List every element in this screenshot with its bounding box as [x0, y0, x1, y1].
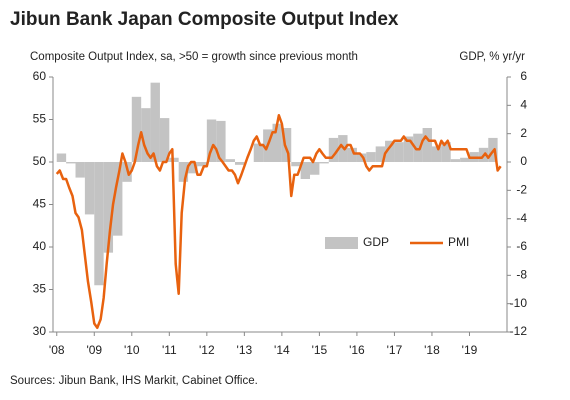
y2-tick-label: -4	[516, 211, 527, 225]
x-tick-label: '14	[274, 343, 290, 357]
y2-tick-label: -12	[510, 324, 528, 338]
gdp-bar	[234, 162, 245, 165]
gdp-bar	[366, 152, 376, 162]
y2-tick-label: 4	[520, 98, 527, 112]
gdp-bar	[291, 162, 301, 167]
y2-tick-label: -6	[516, 239, 527, 253]
x-tick-label: '13	[237, 343, 253, 357]
y-tick-label: 35	[33, 282, 47, 296]
gdp-bar	[328, 137, 339, 162]
x-tick-label: '17	[387, 343, 403, 357]
gdp-bar	[75, 162, 85, 178]
y-tick-label: 30	[33, 324, 47, 338]
x-tick-label: '16	[349, 343, 365, 357]
gdp-bar	[66, 162, 76, 164]
gdp-bar	[431, 146, 442, 162]
gdp-bar	[385, 140, 395, 162]
x-tick-label: '08	[49, 343, 65, 357]
gdp-bar	[94, 162, 104, 286]
gdp-bar	[403, 136, 414, 162]
source-note: Sources: Jibun Bank, IHS Markit, Cabinet…	[10, 375, 258, 387]
gdp-bar	[272, 123, 282, 162]
x-tick-label: '10	[124, 343, 140, 357]
legend-label: PMI	[448, 235, 469, 249]
y2-tick-label: 0	[520, 154, 527, 168]
y2-tick-label: 6	[520, 69, 527, 83]
y2-axis-label: GDP, % yr/yr	[459, 51, 525, 63]
gdp-bar	[450, 159, 461, 162]
y-tick-label: 40	[33, 239, 47, 253]
chart-title: Jibun Bank Japan Composite Output Index	[10, 9, 399, 30]
gdp-bar	[150, 82, 160, 162]
gdp-bar	[253, 143, 264, 162]
gdp-bar	[169, 157, 179, 162]
gdp-bar	[56, 153, 67, 162]
gdp-bar	[300, 162, 311, 179]
pmi-line	[55, 114, 502, 329]
gdp-bar	[394, 142, 404, 162]
gdp-bar	[113, 162, 123, 236]
gdp-bar	[413, 133, 423, 162]
gdp-bar	[356, 153, 367, 162]
legend-swatch	[325, 237, 358, 249]
gdp-bar	[460, 157, 470, 162]
legend-label: GDP	[363, 235, 389, 249]
gdp-bar	[206, 119, 217, 162]
gdp-bar	[216, 120, 226, 162]
gdp-bar	[422, 128, 432, 162]
gdp-bar	[375, 146, 386, 162]
gdp-bar	[84, 162, 95, 215]
gdp-bar	[281, 128, 292, 162]
gdp-bar	[310, 162, 320, 175]
y-axis-label: Composite Output Index, sa, >50 = growth…	[30, 51, 358, 63]
y2-tick-label: -8	[516, 268, 527, 282]
gdp-bar	[141, 108, 151, 162]
y2-tick-label: -10	[510, 296, 528, 310]
gdp-bar	[188, 162, 198, 174]
y-tick-label: 55	[33, 112, 47, 126]
x-tick-label: '19	[462, 343, 478, 357]
y-tick-label: 60	[33, 69, 47, 83]
y-tick-label: 50	[33, 154, 47, 168]
x-tick-label: '09	[86, 343, 102, 357]
gdp-bar	[441, 142, 451, 162]
gdp-bar	[197, 162, 207, 167]
gdp-bar	[103, 162, 114, 253]
x-tick-label: '15	[312, 343, 328, 357]
gdp-bar	[131, 96, 142, 162]
y-tick-label: 45	[33, 197, 47, 211]
x-tick-label: '12	[199, 343, 215, 357]
gdp-bar	[178, 162, 189, 182]
y2-tick-label: 2	[520, 126, 527, 140]
gdp-bar	[319, 162, 329, 164]
gdp-bar	[159, 118, 170, 162]
gdp-bar	[225, 159, 235, 162]
gdp-bar	[347, 147, 357, 162]
y2-tick-label: -2	[516, 183, 527, 197]
x-tick-label: '18	[424, 343, 440, 357]
x-tick-label: '11	[162, 343, 177, 357]
